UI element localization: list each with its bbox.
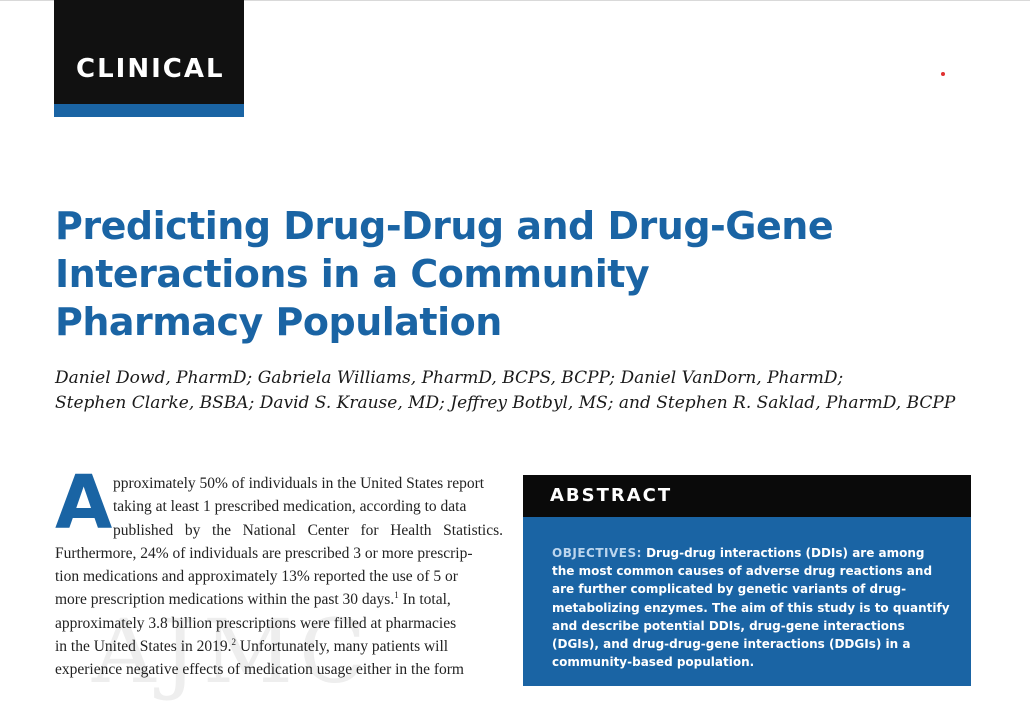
- body-line: published by the National Center for Hea…: [113, 521, 503, 539]
- title-line: Interactions in a Community: [55, 252, 650, 296]
- body-text: In total,: [402, 591, 451, 609]
- abstract-header: ABSTRACT: [523, 475, 971, 517]
- abstract-line: metabolizing enzymes. The aim of this st…: [552, 600, 950, 615]
- abstract-line: and describe potential DDIs, drug-gene i…: [552, 618, 905, 633]
- section-tag: CLINICAL: [54, 0, 244, 117]
- page-top-border: [0, 0, 1030, 1]
- abstract-keyword: OBJECTIVES:: [552, 546, 642, 560]
- title-line: Predicting Drug-Drug and Drug-Gene: [55, 204, 834, 248]
- abstract-box: ABSTRACT OBJECTIVES: Drug-drug interacti…: [523, 475, 971, 686]
- body-line: Furthermore, 24% of individuals are pres…: [55, 544, 473, 562]
- reference-marker: 2: [231, 636, 237, 647]
- abstract-text-segment: Drug-drug interactions (DDIs) are among: [646, 546, 925, 560]
- abstract-line: community-based population.: [552, 655, 755, 670]
- title-line: Pharmacy Population: [55, 300, 502, 344]
- body-line: more prescription medications within the…: [55, 588, 503, 611]
- author-line: Daniel Dowd, PharmD; Gabriela Williams, …: [55, 368, 844, 388]
- body-line: in the United States in 2019.2 Unfortuna…: [55, 635, 503, 658]
- body-line: taking at least 1 prescribed medication,…: [113, 498, 467, 516]
- section-tag-stripe: [54, 104, 244, 117]
- body-text: Unfortunately, many patients will: [239, 638, 449, 656]
- body-text: more prescription medications within the…: [55, 591, 395, 609]
- red-dot-mark: [941, 72, 945, 76]
- reference-marker: 1: [394, 590, 399, 601]
- article-title: Predicting Drug-Drug and Drug-Gene Inter…: [55, 202, 834, 346]
- body-line: approximately 3.8 billion prescriptions …: [55, 614, 457, 632]
- drop-cap: A: [55, 460, 113, 546]
- section-tag-label: CLINICAL: [76, 54, 225, 84]
- abstract-line: (DGIs), and drug-drug-gene interactions …: [552, 637, 911, 652]
- body-line: experience negative effects of medicatio…: [55, 661, 464, 679]
- abstract-text: OBJECTIVES: Drug-drug interactions (DDIs…: [552, 544, 952, 671]
- abstract-line: the most common causes of adverse drug r…: [552, 564, 933, 579]
- body-text-column: pproximately 50% of individuals in the U…: [55, 472, 503, 682]
- abstract-heading: ABSTRACT: [550, 485, 673, 506]
- body-line: tion medications and approximately 13% r…: [55, 568, 458, 586]
- author-line: Stephen Clarke, BSBA; David S. Krause, M…: [55, 393, 956, 413]
- abstract-line: OBJECTIVES: Drug-drug interactions (DDIs…: [552, 544, 952, 562]
- author-list: Daniel Dowd, PharmD; Gabriela Williams, …: [55, 366, 955, 416]
- abstract-line: are further complicated by genetic varia…: [552, 582, 907, 597]
- body-line: pproximately 50% of individuals in the U…: [113, 475, 485, 492]
- body-text: in the United States in 2019.: [55, 638, 232, 656]
